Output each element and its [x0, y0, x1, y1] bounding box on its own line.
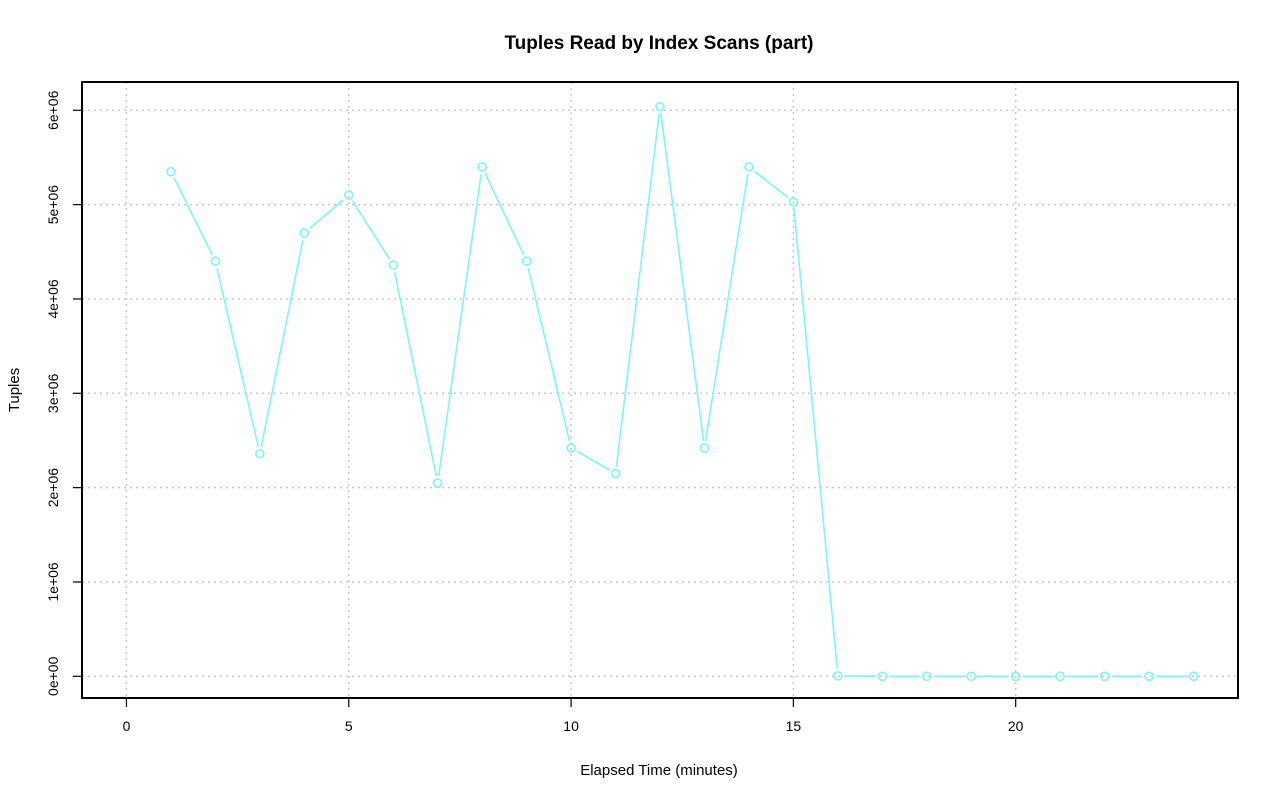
y-tick-label: 6e+06	[45, 90, 61, 130]
y-tick-label: 4e+06	[45, 279, 61, 319]
data-point	[1188, 671, 1199, 682]
x-tick-label: 15	[786, 718, 802, 734]
data-point	[788, 197, 799, 207]
x-tick-label: 5	[345, 718, 353, 734]
data-point	[833, 671, 843, 681]
data-point	[655, 101, 665, 112]
data-point	[343, 190, 354, 201]
plot-frame	[81, 81, 1239, 699]
data-point	[166, 166, 176, 177]
series-line-segment	[216, 267, 260, 448]
x-tick-label: 0	[123, 718, 131, 734]
data-point	[921, 671, 932, 682]
data-point	[1010, 671, 1021, 682]
data-point	[1055, 671, 1065, 682]
data-point	[299, 228, 310, 238]
data-point	[521, 256, 532, 267]
data-point	[966, 671, 977, 682]
series-line-segment	[576, 450, 610, 471]
series-line-segment	[173, 177, 213, 256]
series-line-segment	[793, 208, 838, 669]
series-line-segment	[309, 199, 344, 230]
data-point	[744, 162, 754, 172]
y-axis-label: Tuples	[6, 368, 23, 412]
x-axis: 0 5 10 15 20	[123, 698, 1024, 734]
chart-title: Tuples Read by Index Scans (part)	[504, 33, 813, 54]
series-group	[166, 101, 1199, 682]
data-point	[477, 162, 487, 172]
series-line-segment	[351, 200, 391, 260]
data-point	[255, 448, 265, 459]
data-point	[388, 260, 399, 270]
data-point	[610, 468, 621, 479]
data-point	[699, 443, 710, 453]
data-point	[566, 443, 576, 453]
series-line-segment	[527, 267, 571, 442]
series-line-segment	[484, 172, 525, 256]
data-point	[877, 671, 888, 682]
series-line-segment	[753, 170, 789, 199]
data-point	[210, 256, 221, 267]
series-line-segment	[704, 173, 749, 442]
series-line-segment	[615, 113, 660, 467]
y-tick-label: 2e+06	[45, 468, 61, 508]
x-tick-label: 10	[563, 718, 579, 734]
data-point	[432, 478, 443, 488]
y-axis: 0e+00 1e+06 2e+06 3e+06 4e+06 5e+06 6e+06	[45, 90, 82, 696]
y-tick-label: 3e+06	[45, 373, 61, 413]
x-axis-label: Elapsed Time (minutes)	[580, 762, 738, 779]
x-tick-label: 20	[1008, 718, 1024, 734]
grid	[82, 82, 1238, 698]
y-tick-label: 5e+06	[45, 185, 61, 225]
series-line-segment	[660, 113, 705, 442]
series-line-segment	[437, 173, 482, 477]
data-point	[1099, 671, 1110, 682]
y-tick-label: 1e+06	[45, 562, 61, 602]
series-line-segment	[393, 271, 438, 477]
series-line-segment	[260, 239, 304, 447]
y-tick-label: 0e+00	[45, 656, 61, 696]
data-point	[1144, 671, 1154, 682]
